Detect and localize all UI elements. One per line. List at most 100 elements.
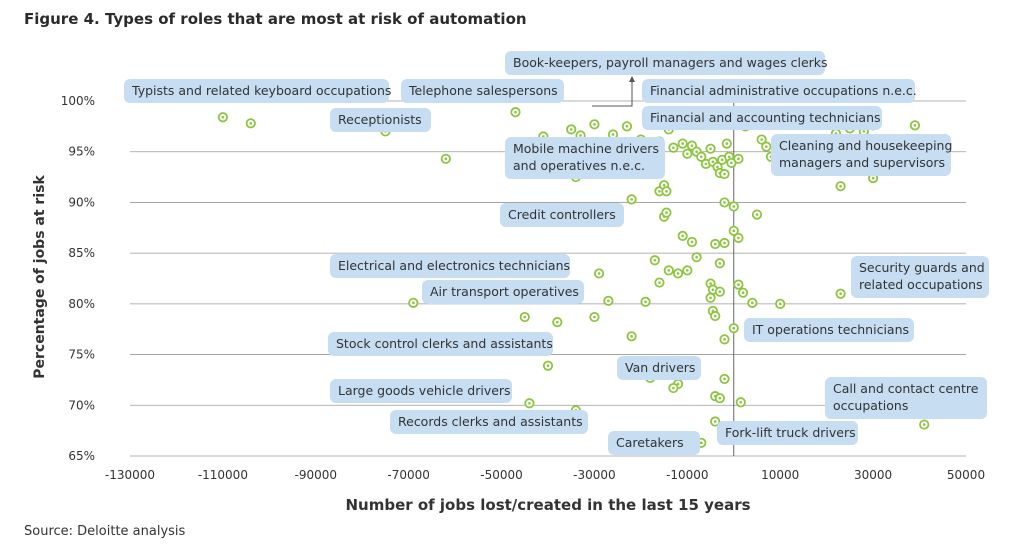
svg-text:Financial administrative occup: Financial administrative occupations n.e… — [650, 83, 917, 98]
data-point — [909, 120, 921, 131]
data-point — [217, 112, 228, 123]
data-point — [682, 148, 693, 159]
data-point — [733, 153, 744, 164]
svg-text:Air transport operatives: Air transport operatives — [430, 284, 579, 299]
annotation-label: Fork-lift truck drivers — [717, 421, 858, 445]
annotation-label: Cleaning and housekeeping managers and su… — [771, 134, 952, 176]
y-tick-label: 85% — [68, 246, 95, 260]
data-point — [668, 142, 679, 153]
data-point — [677, 230, 688, 241]
svg-text:Credit controllers: Credit controllers — [508, 207, 616, 222]
data-point — [710, 310, 721, 322]
svg-text:Call and contact centre: Call and contact centre — [833, 381, 979, 396]
data-point — [524, 398, 535, 409]
x-tick-label: -90000 — [295, 468, 338, 482]
data-point — [510, 107, 521, 118]
data-point — [733, 279, 744, 290]
data-point — [714, 393, 725, 404]
svg-text:Records clerks and assistants: Records clerks and assistants — [398, 414, 583, 429]
data-point — [593, 268, 605, 279]
data-point — [686, 236, 698, 248]
svg-text:Telephone salespersons: Telephone salespersons — [408, 83, 558, 98]
data-point — [728, 225, 739, 236]
annotation-label: IT operations technicians — [744, 318, 914, 342]
svg-text:Financial and accounting techn: Financial and accounting technicians — [650, 110, 881, 125]
data-point — [714, 258, 725, 269]
data-point — [835, 288, 846, 299]
data-point — [710, 416, 721, 427]
y-axis-label: Percentage of jobs at risk — [32, 175, 48, 379]
data-point — [719, 373, 730, 385]
data-point — [733, 232, 744, 244]
svg-text:and operatives n.e.c.: and operatives n.e.c. — [513, 158, 645, 173]
data-point — [245, 118, 256, 129]
svg-text:occupations: occupations — [833, 398, 908, 413]
y-tick-label: 80% — [68, 297, 95, 311]
data-point — [719, 237, 730, 249]
annotation-label: Electrical and electronics technicians — [330, 254, 570, 278]
data-point — [552, 317, 563, 328]
annotation-arrow — [592, 76, 635, 107]
data-point — [682, 265, 693, 276]
x-tick-label: -50000 — [480, 468, 523, 482]
svg-text:Caretakers: Caretakers — [616, 435, 684, 450]
svg-text:managers and supervisors: managers and supervisors — [779, 155, 945, 170]
x-tick-label: -70000 — [387, 468, 430, 482]
data-point — [668, 382, 679, 394]
data-point — [440, 153, 451, 164]
data-point — [756, 134, 767, 145]
data-point — [672, 268, 684, 279]
annotation-label: Van drivers — [617, 356, 701, 380]
data-points — [217, 107, 930, 448]
data-point — [677, 138, 688, 149]
y-axis: 65% 70% 75% 80% 85% 90% 95% 100% — [61, 94, 95, 463]
annotation-label: Book-keepers, payroll managers and wages… — [505, 51, 828, 75]
data-point — [737, 287, 749, 298]
data-point — [649, 255, 660, 266]
data-point — [705, 292, 716, 303]
data-point — [691, 252, 702, 263]
data-point — [542, 360, 554, 371]
data-point — [603, 295, 614, 306]
svg-text:related occupations: related occupations — [859, 277, 983, 292]
data-point — [919, 419, 930, 430]
data-point — [696, 151, 707, 162]
svg-text:Stock control clerks and assis: Stock control clerks and assistants — [336, 336, 553, 351]
data-point — [589, 311, 600, 323]
y-tick-label: 75% — [68, 348, 95, 362]
data-point — [728, 323, 739, 334]
svg-text:Receptionists: Receptionists — [338, 112, 422, 127]
x-axis: -130000 -110000 -90000 -70000 -50000 -30000 -1… — [105, 468, 985, 482]
data-point — [566, 124, 577, 135]
data-point — [626, 194, 637, 205]
data-point — [719, 334, 730, 345]
x-tick-label: 50000 — [947, 468, 985, 482]
svg-text:Typists and related keyboard o: Typists and related keyboard occupations — [131, 83, 391, 98]
svg-text:Electrical and electronics tec: Electrical and electronics technicians — [338, 258, 570, 273]
svg-text:Cleaning and housekeeping: Cleaning and housekeeping — [779, 138, 952, 153]
x-tick-label: 10000 — [761, 468, 799, 482]
annotation-label: Call and contact centre occupations — [825, 377, 987, 419]
data-point — [719, 197, 730, 208]
annotation-label: Air transport operatives — [422, 280, 584, 304]
svg-text:Security guards and: Security guards and — [859, 260, 985, 275]
svg-text:IT operations technicians: IT operations technicians — [752, 322, 909, 337]
y-tick-label: 100% — [61, 94, 95, 108]
x-tick-label: 30000 — [854, 468, 892, 482]
annotation-label: Receptionists — [330, 108, 431, 132]
svg-text:Fork-lift truck drivers: Fork-lift truck drivers — [725, 425, 856, 440]
y-tick-label: 65% — [68, 449, 95, 463]
x-tick-label: -10000 — [666, 468, 709, 482]
chart-title: Figure 4. Types of roles that are most a… — [24, 10, 527, 28]
data-point — [640, 296, 651, 307]
annotation-label: Caretakers — [608, 431, 700, 455]
data-point — [719, 168, 730, 180]
annotations: Book-keepers, payroll managers and wages… — [124, 51, 989, 455]
data-point — [654, 277, 665, 288]
y-tick-label: 90% — [68, 195, 95, 209]
data-point — [519, 311, 530, 323]
svg-text:Large goods vehicle drivers: Large goods vehicle drivers — [338, 383, 511, 398]
annotation-label: Credit controllers — [500, 203, 624, 227]
data-point — [721, 138, 732, 149]
data-point — [661, 207, 672, 218]
